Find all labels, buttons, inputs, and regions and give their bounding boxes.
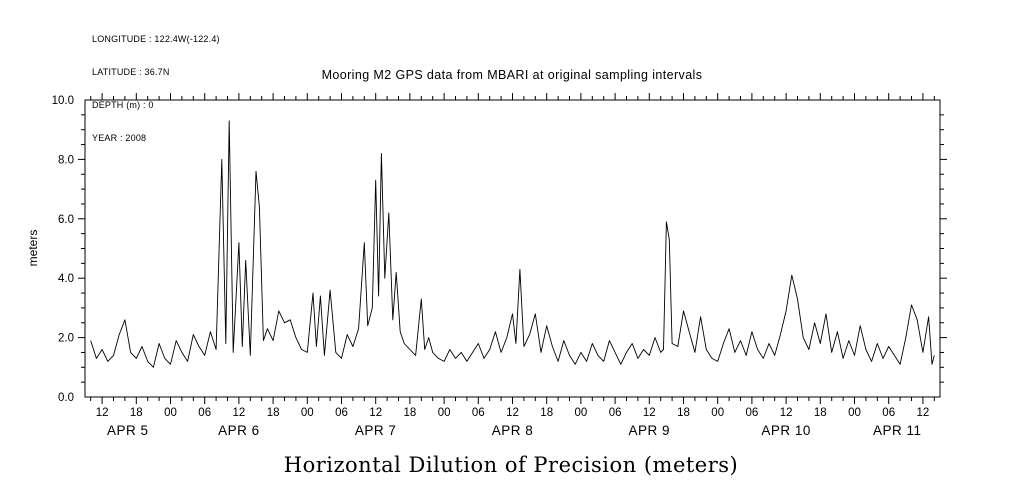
x-tick-label: 18 (677, 407, 690, 419)
x-tick-label: 00 (301, 407, 314, 419)
x-tick-label: 18 (540, 407, 553, 419)
day-label: APR 9 (629, 423, 671, 438)
x-tick-label: 06 (198, 407, 211, 419)
x-tick-label: 06 (472, 407, 485, 419)
y-tick-label: 8.0 (58, 154, 74, 166)
x-tick-label: 00 (848, 407, 861, 419)
y-tick-label: 6.0 (58, 214, 74, 226)
day-label: APR 6 (218, 423, 260, 438)
metadata-longitude: LONGITUDE : 122.4W(-122.4) (92, 34, 220, 44)
x-tick-label: 12 (369, 407, 382, 419)
x-tick-label: 12 (96, 407, 109, 419)
x-tick-label: 06 (746, 407, 759, 419)
x-tick-label: 00 (438, 407, 451, 419)
data-series (90, 120, 935, 368)
x-tick-label: 18 (814, 407, 827, 419)
x-tick-label: 12 (506, 407, 519, 419)
y-tick-label: 10.0 (52, 95, 74, 107)
day-label: APR 7 (355, 423, 397, 438)
day-label: APR 5 (107, 423, 149, 438)
x-tick-label: 06 (882, 407, 895, 419)
metadata-depth: DEPTH (m) : 0 (92, 100, 154, 110)
x-tick-label: 12 (643, 407, 656, 419)
x-tick-label: 00 (164, 407, 177, 419)
x-tick-label: 18 (267, 407, 280, 419)
x-tick-label: 18 (130, 407, 143, 419)
x-tick-label: 06 (335, 407, 348, 419)
axes: 12 18 00 06 12 18 00 06 12 18 00 06 12 18 00 06 12 18 00 06… (52, 93, 947, 438)
x-tick-label: 18 (404, 407, 417, 419)
x-tick-label: 12 (233, 407, 246, 419)
x-axis-title: Horizontal Dilution of Precision (meters… (284, 453, 739, 477)
y-tick-label: 0.0 (58, 392, 74, 404)
hdop-line (90, 120, 935, 368)
x-tick-label: 12 (917, 407, 930, 419)
day-label: APR 11 (873, 423, 922, 438)
y-tick-label: 2.0 (58, 333, 74, 345)
y-axis-label: meters (26, 230, 40, 267)
metadata-latitude: LATITUDE : 36.7N (92, 67, 170, 77)
y-tick-label: 4.0 (58, 273, 74, 285)
plot-frame (84, 99, 941, 398)
day-label: APR 10 (761, 423, 811, 438)
x-tick-label: 06 (609, 407, 622, 419)
day-label: APR 8 (492, 423, 534, 438)
metadata-year: YEAR : 2008 (92, 133, 147, 143)
chart-title: Mooring M2 GPS data from MBARI at origin… (322, 68, 703, 82)
x-tick-label: 00 (711, 407, 724, 419)
x-tick-label: 00 (575, 407, 588, 419)
x-tick-label: 12 (780, 407, 793, 419)
metadata-block: LONGITUDE : 122.4W(-122.4) LATITUDE : 36… (92, 12, 220, 166)
